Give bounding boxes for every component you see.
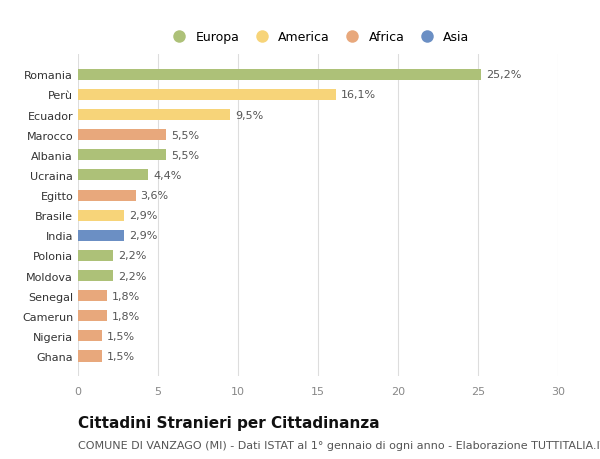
Text: 25,2%: 25,2% [486, 70, 521, 80]
Bar [78, 351, 102, 362]
Text: 1,8%: 1,8% [112, 311, 140, 321]
Text: 1,5%: 1,5% [107, 351, 135, 361]
Bar [78, 291, 107, 302]
Text: 2,9%: 2,9% [129, 231, 158, 241]
Bar [78, 230, 124, 241]
Bar [78, 311, 107, 322]
Text: 2,2%: 2,2% [118, 271, 146, 281]
Text: 2,9%: 2,9% [129, 211, 158, 221]
Legend: Europa, America, Africa, Asia: Europa, America, Africa, Asia [161, 26, 475, 49]
Bar [78, 270, 113, 281]
Bar [78, 250, 113, 262]
Bar [78, 190, 136, 201]
Bar [78, 70, 481, 81]
Bar [78, 170, 148, 181]
Bar [78, 90, 335, 101]
Text: 4,4%: 4,4% [153, 171, 182, 180]
Text: 5,5%: 5,5% [171, 130, 199, 140]
Bar [78, 210, 124, 221]
Text: 1,8%: 1,8% [112, 291, 140, 301]
Text: COMUNE DI VANZAGO (MI) - Dati ISTAT al 1° gennaio di ogni anno - Elaborazione TU: COMUNE DI VANZAGO (MI) - Dati ISTAT al 1… [78, 440, 600, 450]
Bar [78, 330, 102, 341]
Text: 5,5%: 5,5% [171, 151, 199, 161]
Bar [78, 130, 166, 141]
Text: 3,6%: 3,6% [140, 190, 169, 201]
Text: 1,5%: 1,5% [107, 331, 135, 341]
Text: 16,1%: 16,1% [340, 90, 376, 100]
Bar [78, 150, 166, 161]
Text: 2,2%: 2,2% [118, 251, 146, 261]
Bar [78, 110, 230, 121]
Text: Cittadini Stranieri per Cittadinanza: Cittadini Stranieri per Cittadinanza [78, 415, 380, 431]
Text: 9,5%: 9,5% [235, 110, 263, 120]
